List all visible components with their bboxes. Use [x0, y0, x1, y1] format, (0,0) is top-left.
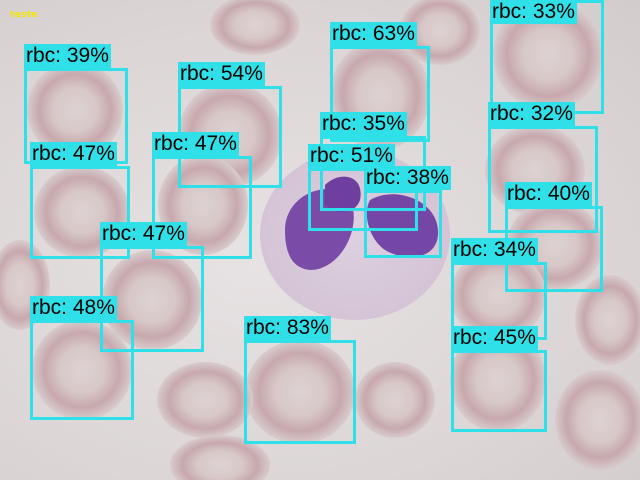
- detection-box: [308, 168, 418, 231]
- detection-label: rbc: 83%: [244, 316, 331, 340]
- detection-label: rbc: 47%: [152, 132, 239, 156]
- detection-label: rbc: 38%: [364, 166, 451, 190]
- detection-label: rbc: 34%: [451, 238, 538, 262]
- detection-label: rbc: 35%: [320, 112, 407, 136]
- detection-label: rbc: 63%: [330, 22, 417, 46]
- detection-box: [30, 320, 134, 420]
- detection-label: rbc: 33%: [490, 0, 577, 24]
- detection-box: [451, 350, 547, 432]
- detection-label: rbc: 48%: [30, 296, 117, 320]
- detection-box: [364, 190, 442, 258]
- detection-label: rbc: 40%: [505, 182, 592, 206]
- detection-label: rbc: 47%: [30, 142, 117, 166]
- image-label: teste: [10, 10, 38, 20]
- detection-box: [488, 126, 598, 233]
- detection-label: rbc: 47%: [100, 222, 187, 246]
- detection-box: [30, 166, 130, 259]
- detection-label: rbc: 54%: [178, 62, 265, 86]
- detection-label: rbc: 32%: [488, 102, 575, 126]
- detection-box: [330, 46, 430, 142]
- detection-box: [244, 340, 356, 444]
- detection-label: rbc: 51%: [308, 144, 395, 168]
- detection-label: rbc: 39%: [24, 44, 111, 68]
- detection-label: rbc: 45%: [451, 326, 538, 350]
